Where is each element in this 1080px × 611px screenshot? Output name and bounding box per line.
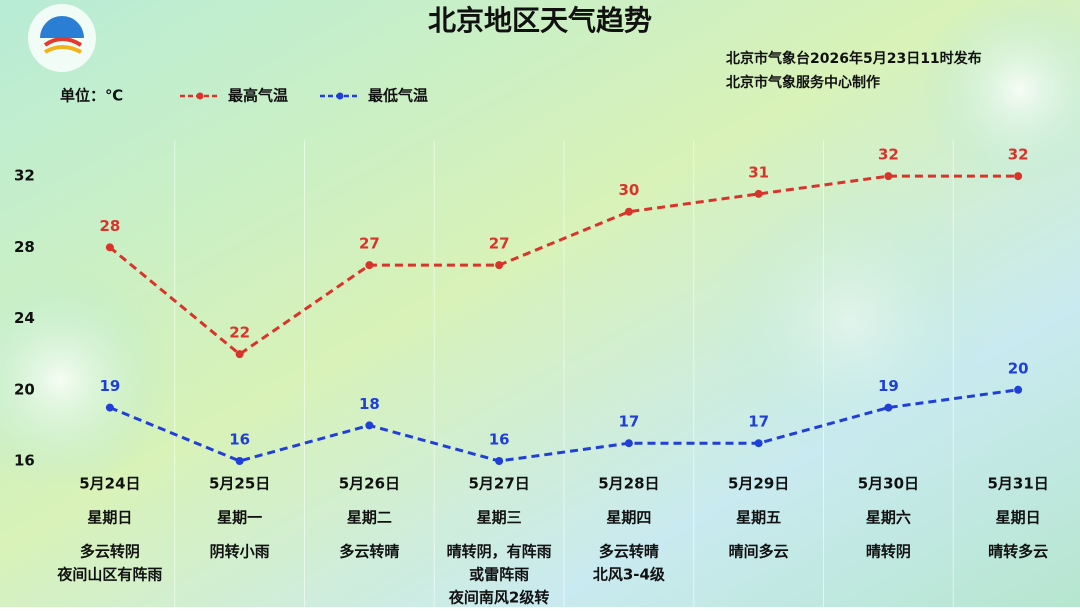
y-tick-label: 20 <box>14 380 35 398</box>
legend-marker <box>336 92 344 100</box>
point <box>495 457 504 465</box>
series-line <box>108 174 1019 357</box>
weekday: 星期二 <box>347 509 392 527</box>
weekday: 星期三 <box>477 509 522 527</box>
weekday: 星期四 <box>606 509 651 527</box>
weather-text: 晴转阴，有阵雨 <box>447 543 552 561</box>
weather-text: 多云转阴 <box>80 543 140 561</box>
legend-marker <box>196 92 204 100</box>
value-label: 27 <box>489 235 510 253</box>
point <box>235 350 244 359</box>
weather-text: 多云转晴 <box>339 543 399 561</box>
weekday: 星期一 <box>217 509 262 527</box>
value-label: 30 <box>618 181 639 199</box>
weather-text: 晴转阴 <box>866 543 911 561</box>
x-tick-label: 5月31日 <box>987 475 1048 493</box>
point <box>754 439 763 448</box>
y-tick-label: 32 <box>14 167 35 185</box>
legend-label: 最低气温 <box>368 87 428 105</box>
value-label: 32 <box>878 146 899 164</box>
x-tick-label: 5月26日 <box>339 475 400 493</box>
weekday: 星期日 <box>87 509 132 527</box>
point <box>365 421 374 430</box>
legend-label: 最高气温 <box>228 87 288 105</box>
point <box>754 189 763 198</box>
weather-text: 夜间山区有阵雨 <box>56 566 162 584</box>
decor <box>710 180 990 460</box>
y-tick-label: 16 <box>14 452 35 470</box>
y-tick-label: 24 <box>14 309 35 327</box>
value-label: 17 <box>618 413 639 431</box>
value-label: 19 <box>878 377 899 395</box>
x-tick-label: 5月27日 <box>468 475 529 493</box>
weather-text: 阴转小雨 <box>210 543 270 561</box>
value-label: 16 <box>229 431 250 449</box>
weekday: 星期五 <box>736 509 781 527</box>
point <box>1014 385 1023 394</box>
series-line <box>109 388 1019 463</box>
decor <box>920 0 1080 190</box>
weather-text: 或雷阵雨 <box>469 566 529 584</box>
weather-text: 晴间多云 <box>729 543 789 561</box>
point <box>105 403 114 412</box>
point <box>495 261 504 270</box>
point <box>624 207 633 216</box>
value-label: 28 <box>99 217 120 235</box>
value-label: 32 <box>1008 146 1029 164</box>
value-label: 18 <box>359 395 380 413</box>
x-tick-label: 5月24日 <box>79 475 140 493</box>
point <box>365 261 374 270</box>
point <box>624 439 633 448</box>
x-tick-label: 5月28日 <box>598 475 659 493</box>
value-label: 31 <box>748 163 769 181</box>
decor <box>0 270 170 490</box>
value-label: 20 <box>1008 359 1029 377</box>
unit-label: 单位：℃ <box>60 87 123 105</box>
point <box>884 403 893 412</box>
weekday: 星期日 <box>996 509 1041 527</box>
value-label: 16 <box>489 431 510 449</box>
weather-text: 多云转晴 <box>599 543 659 561</box>
publisher: 北京市气象服务中心制作 <box>726 74 880 91</box>
weather-text: 夜间南风2级转 <box>448 589 549 607</box>
publisher: 北京市气象台2026年5月23日11时发布 <box>726 50 982 67</box>
value-label: 19 <box>99 377 120 395</box>
x-tick-label: 5月30日 <box>858 475 919 493</box>
weather-text: 北风3-4级 <box>593 566 666 584</box>
x-tick-label: 5月29日 <box>728 475 789 493</box>
weekday: 星期六 <box>866 509 911 527</box>
point <box>1014 172 1023 181</box>
x-tick-label: 5月25日 <box>209 475 270 493</box>
logo <box>28 4 96 72</box>
y-tick-label: 28 <box>14 238 35 256</box>
point <box>235 457 244 465</box>
point <box>105 243 114 252</box>
point <box>884 172 893 181</box>
value-label: 27 <box>359 235 380 253</box>
value-label: 22 <box>229 324 250 342</box>
weather-text: 晴转多云 <box>988 543 1048 561</box>
value-label: 17 <box>748 413 769 431</box>
chart-title: 北京地区天气趋势 <box>428 4 652 37</box>
